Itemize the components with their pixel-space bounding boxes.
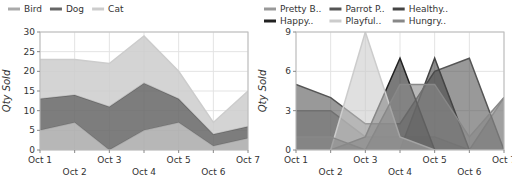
- tick-mark: [37, 32, 40, 33]
- area-line: [40, 36, 248, 123]
- y-axis-label: Qty Sold: [1, 69, 12, 112]
- y-tick-label: 6: [285, 66, 291, 76]
- tick-mark: [330, 150, 331, 153]
- area-fill: [296, 58, 504, 150]
- legend-swatch: [8, 8, 20, 11]
- legend-label: Hungry..: [409, 16, 446, 26]
- x-tick-label: Oct 7: [236, 155, 260, 165]
- legend-swatch: [329, 8, 341, 11]
- legend-label: Bird: [24, 4, 42, 14]
- legend-label: Parrot P..: [345, 4, 384, 14]
- y-tick-label: 9: [285, 27, 291, 37]
- tick-mark: [37, 130, 40, 131]
- y-tick-label: 0: [285, 145, 291, 155]
- legend-label: Healthy..: [409, 4, 448, 14]
- tick-mark: [469, 150, 470, 153]
- legend: Pretty B.. Parrot P.. Healthy.. Happy.. Play…: [264, 4, 448, 26]
- legend-item: Parrot P..: [329, 4, 384, 14]
- tick-mark: [37, 91, 40, 92]
- legend-swatch: [92, 8, 104, 11]
- tick-mark: [400, 150, 401, 153]
- tick-mark: [178, 150, 179, 153]
- legend-item: Dog: [50, 4, 84, 14]
- y-tick-label: 25: [24, 47, 35, 57]
- tick-mark: [37, 110, 40, 111]
- plot-marks: [296, 32, 504, 150]
- legend-item: Healthy..: [393, 4, 448, 14]
- legend-swatch: [50, 8, 62, 11]
- x-tick-label: Oct 3: [353, 155, 377, 165]
- legend-item: Playful..: [329, 16, 381, 26]
- x-tick-label: Oct 2: [319, 167, 343, 177]
- legend-item: Hungry..: [393, 16, 446, 26]
- tick-mark: [504, 150, 505, 153]
- area-fill: [296, 58, 504, 150]
- legend-item: Cat: [92, 4, 124, 14]
- legend-item: Pretty B..: [264, 4, 321, 14]
- tick-mark: [296, 150, 297, 153]
- y-axis-label: Qty Sold: [257, 69, 268, 112]
- legend-label: Happy..: [280, 16, 313, 26]
- y-tick-label: 15: [24, 86, 35, 96]
- tick-mark: [434, 150, 435, 153]
- legend-swatch: [264, 8, 276, 11]
- tick-mark: [144, 150, 145, 153]
- tick-mark: [293, 71, 296, 72]
- x-tick-label: Oct 7: [492, 155, 512, 165]
- x-tick-label: Oct 5: [167, 155, 191, 165]
- y-tick-label: 3: [285, 106, 291, 116]
- y-tick-label: 30: [24, 27, 36, 37]
- area-line: [296, 58, 504, 150]
- tick-mark: [248, 150, 249, 153]
- y-tick-label: 10: [24, 106, 36, 116]
- x-tick-label: Oct 3: [97, 155, 121, 165]
- x-tick-label: Oct 6: [457, 167, 481, 177]
- x-tick-label: Oct 4: [388, 167, 412, 177]
- y-tick-label: 0: [29, 145, 35, 155]
- x-tick-label: Oct 5: [423, 155, 447, 165]
- chart-canvas: 051015202530Oct 1Oct 2Oct 3Oct 4Oct 5Oct…: [0, 0, 512, 190]
- area-line: [296, 32, 504, 150]
- plot-marks: [40, 36, 248, 150]
- area-fill: [296, 58, 504, 150]
- tick-mark: [213, 150, 214, 153]
- tick-mark: [293, 110, 296, 111]
- area-fill: [40, 36, 248, 134]
- chart-panel: 0 5 10 15 20 25 30 Oct 1 Oct 2 Oct 3 Oct 4 Oct 5 Oct…: [1, 4, 260, 177]
- tick-mark: [40, 150, 41, 153]
- x-tick-label: Oct 4: [132, 167, 156, 177]
- area-line: [296, 58, 504, 150]
- legend-swatch: [329, 20, 341, 23]
- x-tick-label: Oct 2: [63, 167, 87, 177]
- y-tick-label: 20: [24, 66, 36, 76]
- plot-frame: [296, 32, 504, 150]
- chart-panel: 0 3 6 9 Oct 1 Oct 2 Oct 3 Oct 4 Oct 5 Oct 6 Oct 7 Q…: [257, 4, 512, 177]
- legend-swatch: [393, 20, 405, 23]
- x-tick-label: Oct 1: [28, 155, 52, 165]
- legend: Bird Dog Cat: [8, 4, 124, 14]
- area-line: [296, 84, 504, 150]
- x-tick-label: Oct 1: [284, 155, 308, 165]
- tick-mark: [365, 150, 366, 153]
- legend-label: Dog: [66, 4, 84, 14]
- tick-mark: [37, 51, 40, 52]
- legend-item: Happy..: [264, 16, 313, 26]
- legend-swatch: [393, 8, 405, 11]
- y-tick-label: 5: [29, 125, 35, 135]
- legend-item: Bird: [8, 4, 42, 14]
- legend-label: Pretty B..: [280, 4, 321, 14]
- legend-label: Playful..: [345, 16, 381, 26]
- legend-label: Cat: [108, 4, 124, 14]
- legend-swatch: [264, 20, 276, 23]
- area-line: [296, 58, 504, 150]
- plot-frame: [40, 32, 248, 150]
- tick-mark: [74, 150, 75, 153]
- tick-mark: [109, 150, 110, 153]
- area-fill: [296, 32, 504, 150]
- tick-mark: [293, 32, 296, 33]
- x-tick-label: Oct 6: [201, 167, 225, 177]
- area-fill: [296, 84, 504, 150]
- tick-mark: [37, 71, 40, 72]
